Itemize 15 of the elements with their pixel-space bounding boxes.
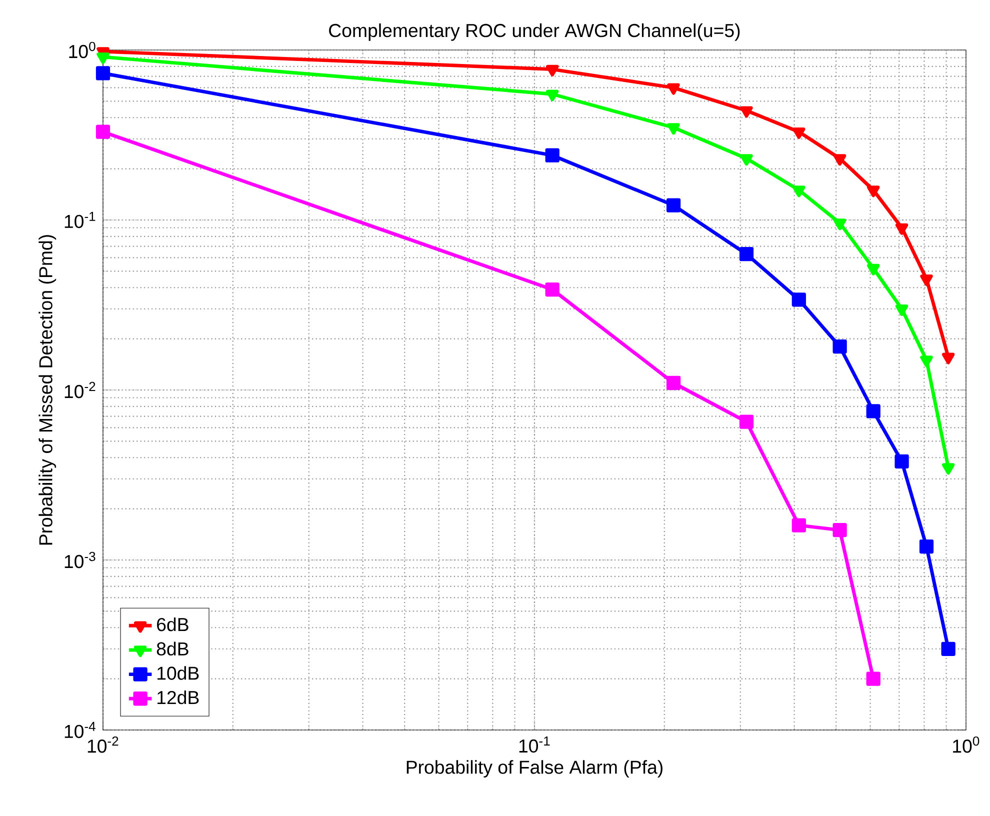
legend-label: 6dB — [157, 617, 188, 632]
x-tick-label: 10$^{0}$ — [953, 736, 980, 753]
legend-label: 10dB — [158, 666, 199, 680]
x-axis-title: Probability of False Alarm (Pfa) — [406, 760, 662, 778]
y-tick-label: 10$^{-1}$ — [64, 212, 96, 228]
chart-title: Complementary ROC under AWGN Channel(u=5) — [329, 23, 740, 41]
legend-label: 8dB — [156, 642, 188, 656]
y-tick-label: 10$^{-4}$ — [64, 722, 96, 738]
y-tick-label: 10$^{-3}$ — [64, 552, 96, 568]
x-tick-label: 10$^{-2}$ — [88, 736, 118, 753]
legend-label: 12dB — [158, 690, 199, 704]
y-axis-title: Probability of Missed Detection (Pmd) — [38, 235, 56, 545]
y-tick-label: 10$^{0}$ — [69, 42, 96, 58]
y-tick-label: 10$^{-2}$ — [64, 382, 96, 398]
x-tick-label: 10$^{-1}$ — [519, 736, 550, 753]
